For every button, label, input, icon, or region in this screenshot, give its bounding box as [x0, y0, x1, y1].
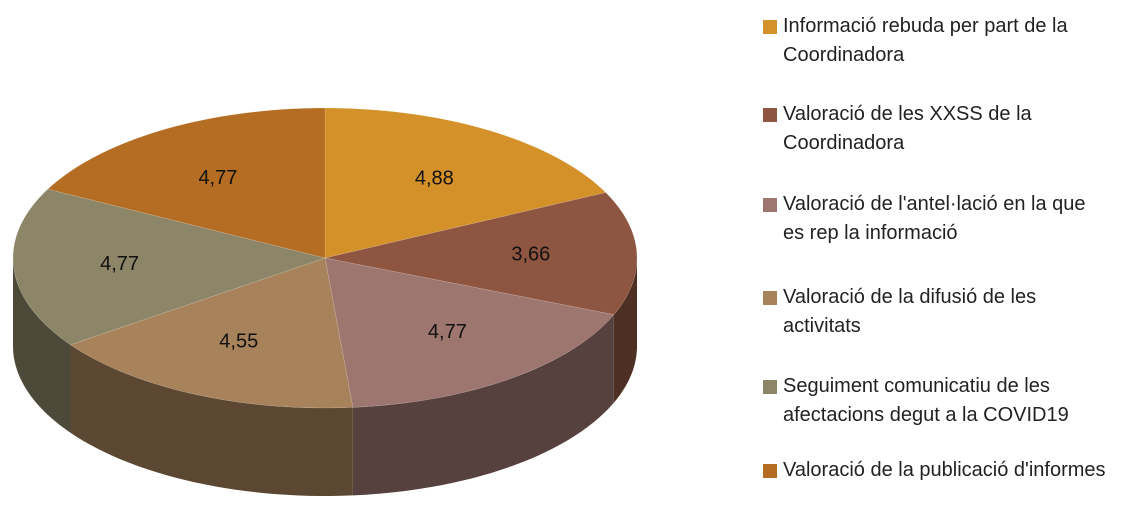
legend-label: Informació rebuda per part de la Coordin… — [783, 15, 1068, 66]
legend-swatch — [763, 380, 777, 394]
slice-side — [613, 258, 637, 403]
legend-label: Valoració de la difusió de les activitat… — [783, 286, 1037, 337]
legend-item: Seguiment comunicatiu de les afectacions… — [763, 372, 1108, 430]
data-label: 4,77 — [100, 253, 139, 275]
legend-item: Valoració de la publicació d'informes — [763, 456, 1108, 485]
data-label: 3,66 — [511, 243, 550, 265]
slice — [12, 188, 326, 346]
data-label: 4,77 — [198, 167, 237, 189]
legend-swatch — [763, 20, 777, 34]
slice — [324, 257, 615, 408]
legend-label: Seguiment comunicatiu de les afectacions… — [783, 375, 1069, 426]
slice-side — [70, 344, 353, 496]
legend-item: Valoració de les XXSS de la Coordinadora — [763, 100, 1108, 158]
slice-side — [352, 314, 614, 496]
slice — [324, 107, 607, 259]
data-label: 4,88 — [415, 167, 454, 189]
legend-item: Valoració de la difusió de les activitat… — [763, 283, 1108, 341]
data-label: 4,55 — [219, 331, 258, 353]
pie-area: 4,88 3,66 4,77 4,55 4,77 4,77 — [12, 107, 638, 496]
legend-swatch — [763, 464, 777, 478]
legend-label: Valoració de la publicació d'informes — [783, 459, 1106, 481]
legend-label: Valoració de l'antel·lació en la que es … — [783, 193, 1086, 244]
legend-swatch — [763, 198, 777, 212]
data-label: 4,77 — [428, 321, 467, 343]
slice — [324, 192, 638, 315]
slice-side — [13, 258, 71, 433]
legend-item: Informació rebuda per part de la Coordin… — [763, 12, 1108, 70]
legend-label: Valoració de les XXSS de la Coordinadora — [783, 103, 1032, 154]
legend-item: Valoració de l'antel·lació en la que es … — [763, 190, 1108, 248]
slice — [47, 107, 326, 259]
legend-swatch — [763, 291, 777, 305]
legend-swatch — [763, 108, 777, 122]
slice — [69, 257, 354, 409]
